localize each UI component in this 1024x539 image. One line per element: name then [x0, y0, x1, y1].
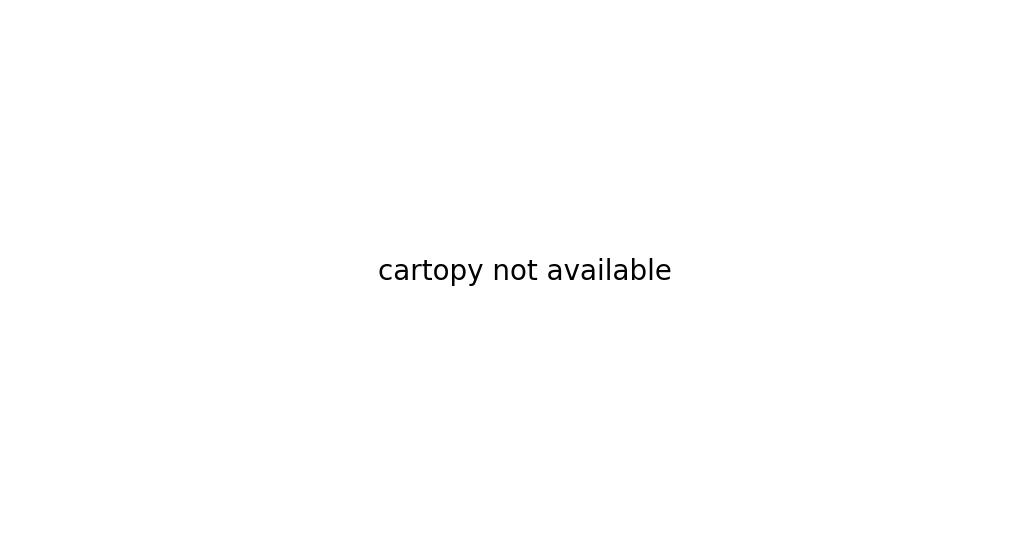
Text: cartopy not available: cartopy not available — [378, 258, 672, 286]
